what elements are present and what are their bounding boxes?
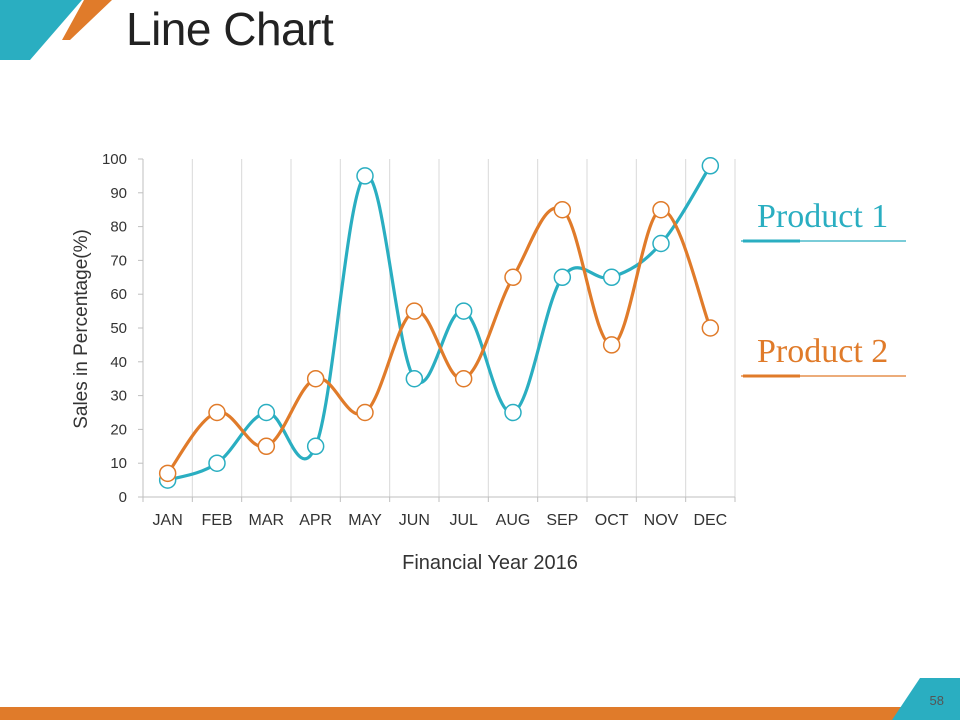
- data-point-product-1: [454, 302, 473, 320]
- x-tick-label: OCT: [595, 512, 629, 529]
- y-tick-label: 70: [110, 252, 127, 269]
- data-point-product-2: [257, 437, 276, 456]
- slide-title: Line Chart: [126, 3, 334, 55]
- legend-item-product-1: Product 1: [757, 198, 889, 235]
- y-tick-label: 0: [119, 489, 127, 506]
- data-point-product-1: [553, 268, 572, 287]
- x-tick-label: SEP: [546, 512, 578, 529]
- data-point-product-2: [602, 336, 621, 354]
- x-axis-label: Financial Year 2016: [402, 552, 578, 574]
- orange-corner-stripe: [62, 0, 112, 40]
- x-tick-label: FEB: [201, 512, 232, 529]
- x-tick-label: NOV: [644, 512, 679, 529]
- axes: 0 10 20 30 40 50 60 70 80 90 100: [102, 151, 736, 506]
- data-point-product-1: [701, 157, 720, 175]
- data-point-product-1: [405, 369, 424, 388]
- orange-bottom-bar: [0, 707, 930, 720]
- data-point-product-2: [208, 403, 226, 422]
- data-point-product-1: [208, 454, 226, 472]
- y-tick-label: 80: [110, 219, 127, 236]
- y-tick-label: 90: [110, 185, 127, 202]
- data-point-product-1: [652, 234, 670, 253]
- data-point-product-2: [405, 302, 424, 320]
- series-product-1: [158, 157, 720, 489]
- y-tick-label: 100: [102, 151, 127, 168]
- legend-item-product-2: Product 2: [757, 333, 889, 370]
- data-point-product-1: [306, 437, 325, 456]
- data-point-product-1: [602, 268, 621, 287]
- data-point-product-2: [701, 319, 720, 337]
- data-point-product-2: [504, 268, 522, 287]
- x-tick-label: DEC: [693, 512, 727, 529]
- data-point-product-1: [356, 167, 374, 185]
- x-tick-label: APR: [299, 512, 332, 529]
- data-point-product-2: [306, 369, 325, 388]
- x-tick-label: MAR: [249, 512, 285, 529]
- data-point-product-2: [356, 403, 374, 422]
- grid-lines: [191, 159, 736, 497]
- data-point-product-1: [257, 403, 276, 422]
- data-point-product-2: [454, 369, 473, 388]
- labels: Sales in Percentage(%) Financial Year 20…: [71, 229, 727, 574]
- y-tick-label: 60: [110, 286, 127, 303]
- x-tick-label: JAN: [153, 512, 183, 529]
- y-tick-label: 50: [110, 320, 127, 337]
- teal-page-tab: [892, 678, 960, 720]
- y-axis-label: Sales in Percentage(%): [71, 229, 92, 429]
- x-tick-label: JUL: [449, 512, 478, 529]
- data-point-product-2: [553, 200, 572, 219]
- y-tick-label: 30: [110, 388, 127, 405]
- y-tick-label: 20: [110, 421, 127, 438]
- y-tick-label: 40: [110, 354, 127, 371]
- y-tick-label: 10: [110, 455, 127, 472]
- page-number: 58: [929, 693, 944, 708]
- x-tick-label: AUG: [496, 512, 531, 529]
- data-point-product-2: [158, 464, 177, 483]
- teal-corner-shape: [0, 0, 82, 60]
- data-point-product-1: [504, 403, 522, 422]
- x-tick-label: JUN: [399, 512, 430, 529]
- x-tick-label: MAY: [348, 512, 382, 529]
- series: [158, 157, 720, 489]
- data-point-product-2: [652, 200, 670, 219]
- series-product-2: [158, 200, 720, 483]
